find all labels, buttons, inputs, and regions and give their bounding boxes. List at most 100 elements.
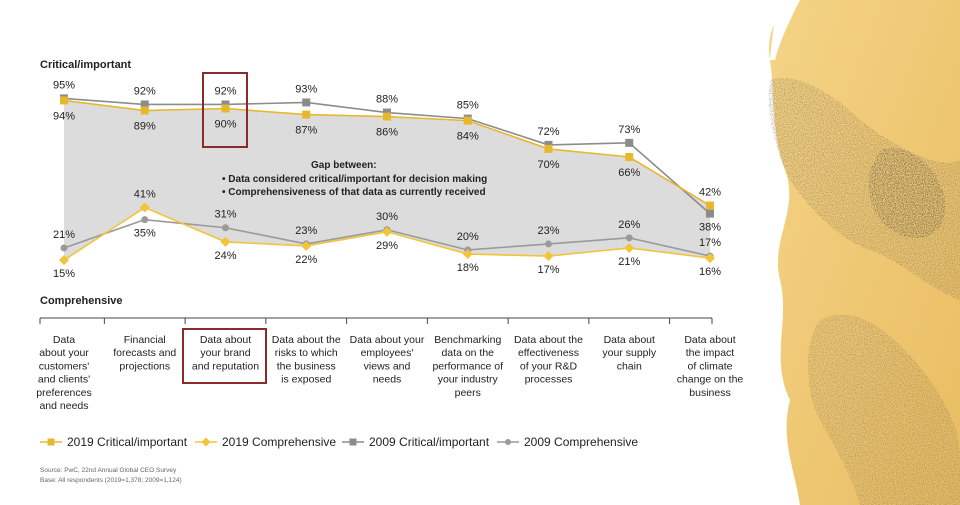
category-label-line: your supply <box>602 347 656 359</box>
value-label-2019-critical-important-2: 90% <box>214 119 236 131</box>
category-label-line: forecasts and <box>113 347 176 359</box>
category-label-line: Data about <box>200 334 251 346</box>
category-label-line: Financial <box>124 334 166 346</box>
category-label-line: of climate <box>688 360 733 372</box>
value-label-2019-critical-important-1: 89% <box>134 121 156 133</box>
point-2019-critical-important-5 <box>463 116 472 125</box>
value-label-2009-critical-important-3: 93% <box>295 83 317 95</box>
category-label-line: the impact <box>686 347 735 359</box>
category-label-line: Data <box>53 334 75 346</box>
value-label-2019-comprehensive-8: 16% <box>699 266 721 278</box>
value-label-2019-comprehensive-5: 18% <box>457 262 479 274</box>
value-label-2009-comprehensive-7: 26% <box>618 219 640 231</box>
category-label-line: Data about <box>684 334 735 346</box>
value-label-2019-comprehensive-2: 24% <box>214 250 236 262</box>
value-label-2009-comprehensive-6: 23% <box>537 225 559 237</box>
category-labels: Data about your customers' and clients' pref… <box>36 334 743 412</box>
point-2009-critical-important-7 <box>625 138 634 147</box>
value-label-2009-comprehensive-1: 35% <box>134 228 156 240</box>
legend-swatch-marker <box>47 438 55 446</box>
value-label-2019-critical-important-3: 87% <box>295 125 317 137</box>
category-label-line: your industry <box>438 374 499 386</box>
category-label-line: is exposed <box>281 374 331 386</box>
point-2019-comprehensive-2 <box>220 236 231 247</box>
point-2009-critical-important-1 <box>140 100 149 109</box>
category-label-line: change on the <box>677 374 744 386</box>
point-2009-critical-important-4 <box>383 108 391 117</box>
category-label-line: data on the <box>441 347 494 359</box>
gap-title: Gap between: <box>311 160 377 171</box>
legend-label: 2019 Comprehensive <box>222 435 336 449</box>
value-label-2009-comprehensive-8: 17% <box>699 237 721 249</box>
category-label: Data about the risks to which the business… <box>272 334 341 386</box>
legend-item-2009-critical-important: 2009 Critical/important <box>342 435 490 449</box>
legend-item-2019-critical-important: 2019 Critical/important <box>40 435 188 449</box>
value-label-2019-critical-important-7: 66% <box>618 167 640 179</box>
category-label: Financial forecasts and projections <box>113 334 176 372</box>
value-label-2019-comprehensive-6: 17% <box>537 264 559 276</box>
category-label-line: chain <box>617 360 642 372</box>
point-2019-critical-important-0 <box>60 96 68 105</box>
value-label-2009-critical-important-0: 95% <box>53 79 75 91</box>
value-label-2009-critical-important-7: 73% <box>618 124 640 136</box>
base-note: Base: All respondents (2019=1,378; 2009=… <box>40 477 182 484</box>
point-2019-comprehensive-7 <box>624 242 635 253</box>
point-2019-critical-important-1 <box>140 106 149 115</box>
category-label-line: needs <box>373 374 402 386</box>
category-label-line: processes <box>525 374 573 386</box>
value-label-2009-comprehensive-2: 31% <box>214 209 236 221</box>
category-label-line: of your R&D <box>520 360 578 372</box>
category-label-line: Benchmarking <box>434 334 501 346</box>
point-2019-comprehensive-3 <box>301 240 312 251</box>
legend-swatch-marker <box>505 439 511 445</box>
category-ticks <box>39 318 713 324</box>
value-labels-layer: 95% 94% 21% 15% 92% 89% 41% 35% 92% 90% 31% 24% 93% 8… <box>53 79 721 280</box>
category-label-line: and clients' <box>38 374 90 386</box>
point-2019-critical-important-7 <box>625 153 634 162</box>
point-2009-comprehensive-2 <box>222 224 229 232</box>
point-2019-comprehensive-0 <box>59 255 69 266</box>
value-label-2009-critical-important-6: 72% <box>537 126 559 138</box>
value-label-2019-comprehensive-4: 29% <box>376 240 398 252</box>
legend-label: 2009 Comprehensive <box>524 435 638 449</box>
value-label-2019-critical-important-0: 94% <box>53 110 75 122</box>
value-label-2019-comprehensive-0: 15% <box>53 268 75 280</box>
point-2019-critical-important-4 <box>383 112 391 121</box>
value-label-2009-comprehensive-4: 30% <box>376 211 398 223</box>
category-label-line: performance of <box>432 360 503 372</box>
category-label-line: effectiveness <box>518 347 579 359</box>
point-2019-comprehensive-4 <box>382 226 392 237</box>
category-label-line: about your <box>39 347 89 359</box>
legend-label: 2009 Critical/important <box>369 435 490 449</box>
value-label-2019-comprehensive-7: 21% <box>618 256 640 268</box>
gap-line-1: • Data considered critical/important for… <box>222 174 487 185</box>
gap-area <box>64 100 710 261</box>
point-2019-comprehensive-5 <box>462 249 473 260</box>
value-label-2019-comprehensive-3: 22% <box>295 254 317 266</box>
point-2019-critical-important-3 <box>302 110 311 119</box>
highlight-box-category <box>182 328 267 384</box>
legend-label: 2019 Critical/important <box>67 435 188 449</box>
category-label-line: the business <box>277 360 336 372</box>
value-label-2019-critical-important-6: 70% <box>537 159 559 171</box>
point-2009-comprehensive-7 <box>625 234 633 242</box>
point-2009-critical-important-6 <box>544 140 553 149</box>
gap-annotation: Gap between: • Data considered critical/… <box>222 160 487 198</box>
category-label-line: Data about <box>604 334 655 346</box>
category-label-line: Data about your <box>350 334 425 346</box>
header-comprehensive: Comprehensive <box>40 295 123 307</box>
point-2019-critical-important-6 <box>544 144 553 153</box>
category-label-line: customers' <box>39 360 89 372</box>
legend-item-2019-comprehensive: 2019 Comprehensive <box>195 435 336 449</box>
category-label-line: and needs <box>39 400 88 412</box>
category-label-line: Data about the <box>514 334 583 346</box>
value-label-2019-critical-important-4: 86% <box>376 127 398 139</box>
value-label-2019-critical-important-5: 84% <box>457 131 479 143</box>
legend-swatch-marker <box>201 437 211 447</box>
value-label-2009-critical-important-8: 38% <box>699 222 721 234</box>
category-label: Data about your supply chain <box>602 334 656 372</box>
category-label-line: preferences <box>36 387 91 399</box>
value-label-2009-comprehensive-0: 21% <box>53 229 75 241</box>
